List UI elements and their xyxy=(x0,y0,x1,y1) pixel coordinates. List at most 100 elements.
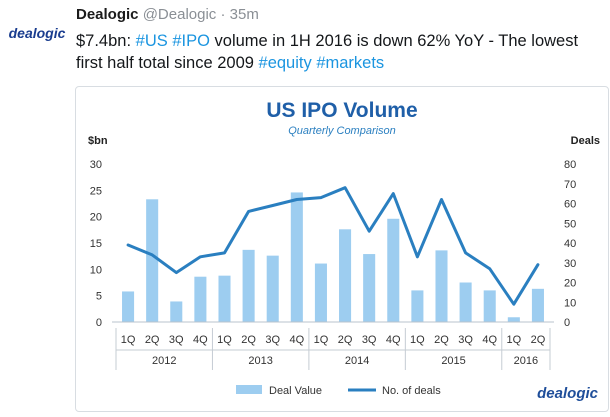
legend-line-label: No. of deals xyxy=(382,385,441,397)
legend-bar-label: Deal Value xyxy=(269,385,322,397)
deal-value-bar xyxy=(339,229,352,322)
deals-count-point xyxy=(392,192,395,195)
quarter-label: 3Q xyxy=(362,334,377,346)
deals-count-point xyxy=(247,210,250,213)
quarter-label: 3Q xyxy=(458,334,473,346)
deal-value-bar xyxy=(387,218,400,322)
deals-count-line xyxy=(126,186,540,306)
chart-card[interactable]: US IPO Volume Quarterly Comparison $bn Deal… xyxy=(75,86,609,412)
year-label: 2016 xyxy=(514,355,538,367)
right-tick-label: 30 xyxy=(564,258,576,270)
right-tick-label: 60 xyxy=(564,199,576,211)
deal-value-bar xyxy=(483,290,496,322)
deal-value-bar xyxy=(170,301,183,322)
left-tick-label: 5 xyxy=(96,291,102,303)
deals-count-point xyxy=(488,267,491,270)
deals-count-point xyxy=(223,251,226,255)
author-name[interactable]: Dealogic xyxy=(76,6,139,23)
deals-count-point xyxy=(416,255,419,259)
left-tick-label: 25 xyxy=(90,185,102,197)
legend-bar-swatch xyxy=(236,385,262,394)
tweet-text-segment: volume in 1H 2016 is down 62% YoY - The … xyxy=(76,32,579,72)
deals-count-point xyxy=(367,229,371,233)
deal-value-bar xyxy=(194,276,207,322)
right-tick-label: 80 xyxy=(564,159,576,171)
hashtag-link[interactable]: #IPO xyxy=(172,32,210,50)
deals-count-point xyxy=(319,196,323,199)
deals-count-point xyxy=(536,263,540,266)
year-label: 2015 xyxy=(441,355,465,367)
chart-title: US IPO Volume xyxy=(266,99,417,122)
deal-value-bar xyxy=(363,254,376,322)
tweet-text: $7.4bn: #US #IPO volume in 1H 2016 is do… xyxy=(76,30,601,74)
ipo-volume-chart: US IPO Volume Quarterly Comparison $bn Deal… xyxy=(88,99,600,402)
tweet-timestamp[interactable]: 35m xyxy=(229,6,259,23)
deals-count-point xyxy=(271,204,274,207)
hashtag-link[interactable]: #markets xyxy=(316,54,385,72)
quarter-label: 2Q xyxy=(241,334,256,346)
deals-count-point xyxy=(126,243,130,247)
avatar-logo-text: dealogic xyxy=(8,25,66,41)
right-tick-label: 40 xyxy=(564,238,576,250)
hashtag-link[interactable]: #US xyxy=(135,32,168,50)
deal-value-bar xyxy=(266,255,279,322)
left-tick-label: 0 xyxy=(96,317,102,329)
author-handle[interactable]: @Dealogic xyxy=(142,6,217,23)
quarter-label: 1Q xyxy=(506,334,521,346)
left-axis-unit: $bn xyxy=(88,135,108,147)
quarter-label: 2Q xyxy=(434,334,449,346)
quarter-label: 4Q xyxy=(193,334,208,346)
left-tick-label: 30 xyxy=(90,159,102,171)
author-avatar[interactable]: dealogic xyxy=(9,14,66,52)
deal-value-bar xyxy=(411,290,424,322)
quarter-label: 4Q xyxy=(482,334,497,346)
left-tick-label: 10 xyxy=(90,264,102,276)
deals-count-point xyxy=(512,303,516,306)
quarter-label: 4Q xyxy=(289,334,304,346)
right-axis-unit: Deals xyxy=(571,135,600,147)
header-separator: · xyxy=(220,6,226,23)
quarter-label: 1Q xyxy=(217,334,232,346)
deal-value-bar xyxy=(290,192,303,322)
quarter-label: 1Q xyxy=(121,334,136,346)
deals-count-point xyxy=(343,186,347,189)
quarter-label: 1Q xyxy=(410,334,425,346)
quarter-label: 3Q xyxy=(169,334,184,346)
dealogic-logo: dealogic xyxy=(537,385,599,402)
left-tick-label: 20 xyxy=(90,212,102,224)
quarter-label: 2Q xyxy=(338,334,353,346)
year-label: 2012 xyxy=(152,355,176,367)
tweet-text-segment: $7.4bn: xyxy=(76,32,136,50)
chart-subtitle: Quarterly Comparison xyxy=(288,125,396,137)
deals-count-point xyxy=(295,198,299,201)
quarter-label: 2Q xyxy=(531,334,546,346)
tweet-header: Dealogic @Dealogic · 35m xyxy=(76,6,259,23)
right-tick-label: 20 xyxy=(564,278,576,290)
quarter-label: 2Q xyxy=(145,334,160,346)
deals-count-point xyxy=(150,253,154,257)
right-tick-label: 70 xyxy=(564,179,576,191)
hashtag-link[interactable]: #equity xyxy=(258,54,312,72)
left-tick-label: 15 xyxy=(90,238,102,250)
deal-value-bar xyxy=(146,199,159,322)
deal-value-bar xyxy=(218,275,231,322)
right-tick-label: 50 xyxy=(564,218,576,230)
right-tick-label: 0 xyxy=(564,317,570,329)
deal-value-bar xyxy=(314,263,327,322)
year-label: 2013 xyxy=(248,355,272,367)
right-tick-label: 10 xyxy=(564,297,576,309)
deal-value-bar xyxy=(122,291,135,322)
year-label: 2014 xyxy=(345,355,369,367)
deals-count-point xyxy=(440,198,443,201)
quarter-label: 3Q xyxy=(265,334,280,346)
deals-count-point xyxy=(464,251,467,255)
deal-value-bar xyxy=(531,288,544,322)
quarter-label: 1Q xyxy=(314,334,329,346)
deals-count-point xyxy=(175,271,178,274)
quarter-label: 4Q xyxy=(386,334,401,346)
deals-count-point xyxy=(199,255,202,259)
deal-value-bar xyxy=(459,282,472,322)
deal-value-bar xyxy=(507,317,520,322)
deal-value-bar xyxy=(242,249,255,322)
